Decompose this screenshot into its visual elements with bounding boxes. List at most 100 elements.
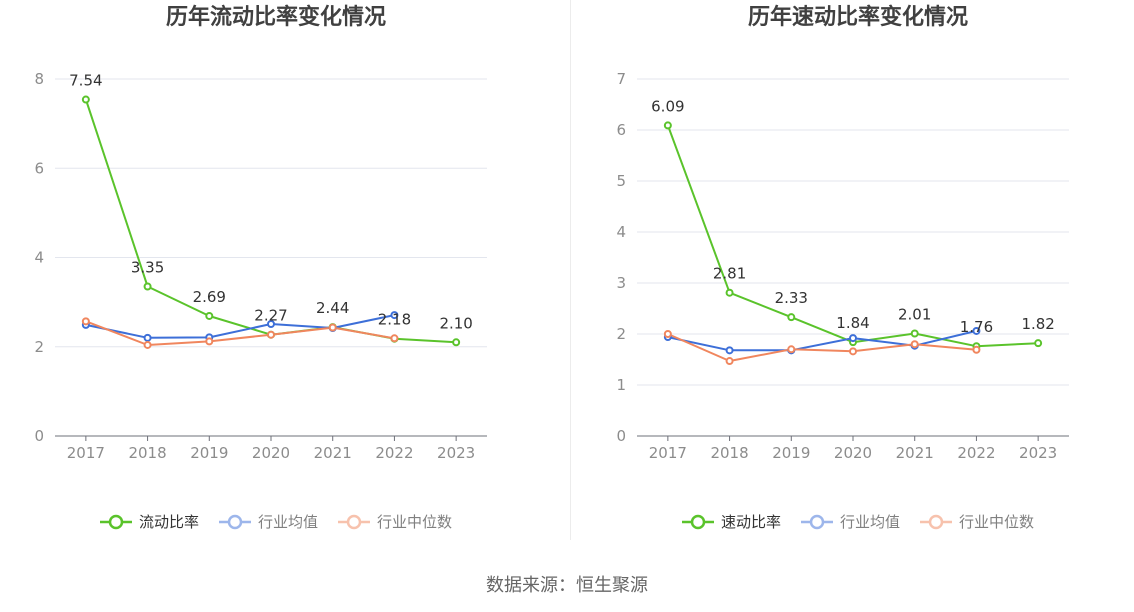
legend-item-industry-mean[interactable]: 行业均值 — [218, 510, 318, 534]
data-label: 2.33 — [775, 289, 808, 307]
x-tick-label: 2021 — [314, 444, 352, 462]
series-line — [667, 333, 977, 362]
data-label: 2.69 — [193, 288, 226, 306]
data-label: 1.82 — [1021, 315, 1054, 333]
x-tick-label: 2022 — [957, 444, 995, 462]
data-source-note: 数据来源：恒生聚源 — [486, 575, 648, 596]
legend-item-current-ratio[interactable]: 流动比率 — [99, 510, 199, 534]
data-point[interactable] — [725, 357, 734, 366]
legend-item-industry-median[interactable]: 行业中位数 — [920, 510, 1034, 534]
data-point[interactable] — [787, 345, 796, 354]
y-tick-label: 5 — [616, 172, 626, 190]
y-tick-label: 4 — [34, 249, 44, 267]
data-label: 2.01 — [898, 305, 931, 323]
data-point[interactable] — [725, 288, 734, 297]
legend-label: 速动比率 — [720, 513, 781, 531]
x-tick-label: 2021 — [896, 444, 934, 462]
data-label: 3.35 — [131, 259, 164, 277]
data-point[interactable] — [849, 334, 857, 343]
x-tick-label: 2020 — [252, 444, 290, 462]
data-point[interactable] — [663, 121, 672, 130]
chart-divider — [570, 0, 571, 540]
line-chart-plot: 0 2 4 6 8 2017 2018 2019 2020 2021 2022 2023 7.54 3.3… — [34, 70, 487, 462]
data-label: 7.54 — [69, 72, 102, 90]
x-tick-label: 2018 — [128, 444, 166, 462]
data-point[interactable] — [205, 311, 214, 320]
series-line — [85, 320, 395, 346]
x-tick-label: 2019 — [190, 444, 228, 462]
data-point[interactable] — [910, 329, 919, 338]
y-tick-label: 2 — [34, 338, 44, 356]
series-line — [666, 125, 1039, 348]
x-tick-label: 2017 — [67, 444, 105, 462]
y-tick-label: 8 — [34, 70, 44, 88]
x-tick-label: 2020 — [834, 444, 872, 462]
data-point[interactable] — [81, 317, 90, 326]
data-point[interactable] — [205, 337, 214, 346]
data-label: 2.44 — [316, 299, 349, 317]
legend-item-quick-ratio[interactable]: 速动比率 — [681, 510, 781, 534]
y-tick-label: 4 — [616, 223, 626, 241]
y-tick-label: 0 — [34, 427, 44, 445]
data-label: 2.10 — [439, 314, 472, 332]
data-point[interactable] — [1034, 339, 1043, 348]
y-tick-label: 1 — [616, 376, 626, 394]
chart-legend: 速动比率 行业均值 行业中位数 — [582, 510, 1134, 534]
data-label: 6.09 — [651, 97, 684, 115]
line-chart-plot: 0 1 2 3 4 5 6 7 2017 2018 2019 2020 2021 2022 2023 6.09… — [616, 70, 1069, 462]
series-line — [85, 314, 395, 339]
legend-line-circle-icon — [338, 514, 370, 530]
data-point[interactable] — [328, 323, 337, 332]
x-tick-label: 2019 — [772, 444, 810, 462]
legend-line-circle-icon — [99, 514, 132, 530]
legend-line-circle-icon — [681, 514, 714, 530]
x-tick-label: 2023 — [437, 444, 475, 462]
chart-title: 历年流动比率变化情况 — [165, 5, 386, 30]
x-tick-label: 2017 — [649, 444, 687, 462]
current-ratio-chart: 历年流动比率变化情况 0 2 4 6 8 2017 2018 2019 2020 2021 2022… — [0, 0, 552, 560]
x-tick-label: 2022 — [375, 444, 413, 462]
legend-label: 行业中位数 — [377, 513, 453, 531]
y-tick-label: 2 — [616, 325, 626, 343]
data-point[interactable] — [267, 319, 275, 328]
legend-line-circle-icon — [920, 514, 952, 530]
y-tick-label: 3 — [616, 274, 626, 292]
data-point[interactable] — [143, 340, 152, 349]
data-point[interactable] — [143, 333, 152, 342]
data-point[interactable] — [725, 346, 734, 355]
quick-ratio-chart: 历年速动比率变化情况 0 1 2 3 4 5 6 7 2017 2018 2019 2020 2021 2… — [582, 0, 1134, 560]
data-label: 2.27 — [254, 307, 287, 325]
legend-label: 流动比率 — [138, 513, 199, 531]
data-point[interactable] — [663, 330, 672, 338]
legend-label: 行业均值 — [257, 513, 318, 531]
data-label: 1.76 — [960, 318, 993, 336]
data-point[interactable] — [390, 334, 399, 343]
legend-label: 行业中位数 — [959, 513, 1035, 531]
data-label: 2.18 — [378, 311, 411, 329]
data-point[interactable] — [972, 326, 981, 335]
x-tick-label: 2023 — [1019, 444, 1057, 462]
data-point[interactable] — [849, 347, 857, 356]
legend-label: 行业均值 — [839, 513, 900, 531]
y-tick-label: 7 — [616, 70, 626, 88]
series-line — [667, 329, 977, 352]
data-point[interactable] — [81, 95, 90, 104]
y-tick-label: 6 — [34, 159, 44, 177]
data-point[interactable] — [972, 345, 981, 354]
legend-line-circle-icon — [800, 514, 833, 530]
data-point[interactable] — [143, 282, 152, 291]
y-tick-label: 6 — [616, 121, 626, 139]
data-point[interactable] — [787, 313, 796, 322]
legend-item-industry-mean[interactable]: 行业均值 — [800, 510, 900, 534]
legend-item-industry-median[interactable]: 行业中位数 — [338, 510, 452, 534]
data-point[interactable] — [390, 311, 399, 320]
data-point[interactable] — [267, 330, 275, 339]
data-label: 2.81 — [713, 265, 746, 283]
chart-title: 历年速动比率变化情况 — [747, 5, 968, 30]
data-point[interactable] — [452, 338, 461, 347]
data-label: 1.84 — [836, 314, 869, 332]
data-point[interactable] — [910, 340, 919, 349]
x-tick-label: 2018 — [710, 444, 748, 462]
y-tick-label: 0 — [616, 427, 626, 445]
